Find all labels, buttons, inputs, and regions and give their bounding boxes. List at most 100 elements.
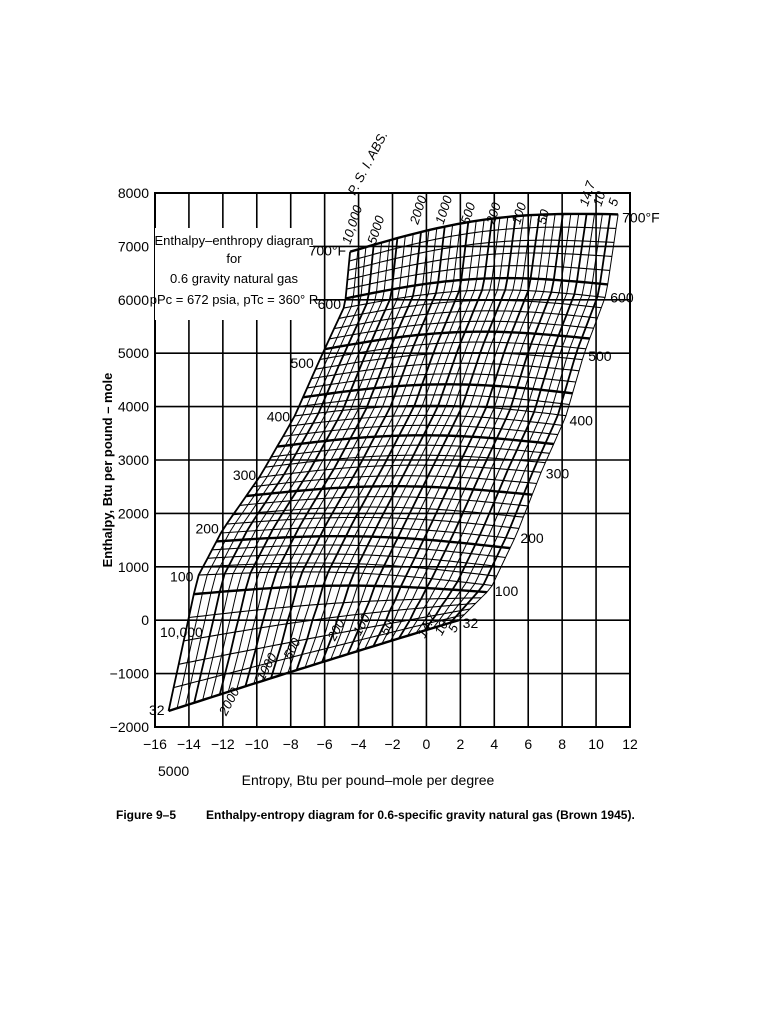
isobar-line: [407, 213, 572, 637]
isobar-line: [372, 214, 541, 647]
isotherm-label-left: 500: [290, 355, 314, 371]
isobar-line: [398, 213, 564, 639]
x-tick-label: −12: [211, 736, 235, 752]
y-tick-label: 5000: [118, 345, 149, 361]
x-tick-label: 4: [490, 736, 498, 752]
x-tick-label: −14: [177, 736, 201, 752]
isobar-line: [253, 230, 430, 684]
isotherm-label-right: 300: [546, 466, 570, 482]
isobar-line: [423, 213, 588, 632]
isobar-top-label: 10,000: [339, 203, 366, 246]
isotherm-label-right: 600: [610, 289, 634, 305]
isobar-line: [287, 223, 461, 673]
x-tick-label: −16: [143, 736, 167, 752]
isotherm-label-right: 500: [588, 348, 612, 364]
isobar-line: [313, 219, 485, 665]
isobar-top-label: 10: [590, 189, 609, 208]
x-tick-label: −6: [317, 736, 333, 752]
isobar-top-label: 1000: [432, 193, 455, 226]
isobar-line: [167, 251, 351, 712]
y-tick-label: −2000: [110, 719, 150, 735]
isobar-line: [185, 247, 367, 706]
left-edge-label-10000: 10,000: [160, 624, 203, 640]
isobar-line: [364, 215, 532, 650]
isobar-line: [449, 214, 612, 624]
isobar-line: [355, 215, 524, 652]
left-edge-label-5000: 5000: [158, 763, 189, 779]
inset-title-line-1: Enthalpy–enthropy diagram: [155, 233, 314, 248]
isobar-top-label: 200: [483, 200, 505, 227]
x-tick-label: −10: [245, 736, 269, 752]
x-axis-title: Entropy, Btu per pound–mole per degree: [242, 772, 495, 788]
y-tick-label: 7000: [118, 238, 149, 254]
isotherm-label-left: 400: [267, 408, 291, 424]
isobar-line: [441, 214, 603, 626]
y-tick-label: 2000: [118, 505, 149, 521]
y-tick-label: 1000: [118, 559, 149, 575]
figure-caption: Figure 9–5 Enthalpy-entropy diagram for 0…: [116, 808, 635, 822]
x-tick-label: 6: [524, 736, 532, 752]
isobar-line: [458, 214, 619, 621]
isobar-line: [236, 233, 414, 690]
isotherm-label-left: 100: [170, 568, 194, 584]
isotherm-label-left: 200: [195, 520, 219, 536]
isobar-line: [338, 216, 509, 657]
isobar-line: [279, 224, 454, 676]
isotherm-line: [198, 571, 493, 587]
isobar-line: [415, 213, 580, 634]
inset-title-line-2: for: [226, 251, 242, 266]
inset-title-line-3: 0.6 gravity natural gas: [170, 271, 298, 286]
isobar-line: [244, 231, 422, 687]
isotherm-label-right: 200: [520, 530, 544, 546]
x-tick-labels: −16 −14 −12 −10 −8 −6 −4 −2 0 2 4 6 8 10 12: [143, 736, 638, 752]
x-tick-label: 10: [588, 736, 604, 752]
x-tick-label: −2: [385, 736, 401, 752]
isobar-line: [321, 218, 493, 663]
y-tick-label: 8000: [118, 185, 149, 201]
y-tick-label: 6000: [118, 292, 149, 308]
isobar-line: [193, 244, 375, 704]
isotherm-label-left: 300: [233, 467, 257, 483]
isobar-top-label: 500: [457, 200, 478, 226]
isobar-line: [330, 217, 501, 660]
isobar-line: [295, 221, 470, 671]
isobar-line: [176, 249, 359, 709]
isobar-line: [432, 213, 595, 629]
isobar-top-label: 100: [508, 200, 529, 226]
figure-number: Figure 9–5: [116, 808, 177, 822]
isobar-line: [202, 242, 383, 701]
y-tick-label: 4000: [118, 399, 149, 415]
x-tick-label: 2: [456, 736, 464, 752]
isotherm-labels: 700°F 600 500 400 300 200 100 32 700°F 600 500 400 3…: [149, 209, 660, 718]
isotherm-label-left: 700°F: [309, 243, 347, 259]
isobar-line: [389, 214, 556, 642]
y-axis-title: Enthalpy, Btu per pound – mole: [100, 373, 115, 568]
x-tick-label: 8: [558, 736, 566, 752]
y-tick-label: 0: [141, 612, 149, 628]
isotherm-label-right: 100: [495, 583, 519, 599]
isobar-line: [381, 214, 548, 644]
inset-title-box: [155, 228, 313, 320]
isobar-line: [227, 235, 406, 692]
isobar-top-label: 50: [534, 207, 553, 226]
inset-title-line-4: pPc = 672 psia, pTc = 360° R: [150, 292, 319, 307]
isotherm-label-right: 32: [463, 615, 479, 631]
x-tick-label: 12: [622, 736, 638, 752]
isotherm-label-right: 400: [570, 412, 594, 428]
y-tick-label: 3000: [118, 452, 149, 468]
isobar-unit-label: P. S. I. ABS.: [344, 128, 390, 197]
isobar-line: [218, 238, 399, 695]
isobar-top-label: 5: [605, 196, 622, 208]
enthalpy-entropy-chart: 800070006000500040003000200010000−1000−2…: [100, 128, 660, 788]
isobar-line: [304, 220, 477, 668]
x-tick-label: 0: [423, 736, 431, 752]
x-tick-label: −8: [283, 736, 299, 752]
y-tick-label: −1000: [110, 666, 150, 682]
isotherm-label-left: 600: [318, 296, 342, 312]
isobar-line: [261, 228, 438, 682]
figure-caption-text: Enthalpy-entropy diagram for 0.6-specifi…: [206, 808, 635, 822]
y-tick-labels: 8000 7000 6000 5000 4000 3000 2000 1000 0 −1000 −2…: [110, 185, 150, 735]
isotherm-label-left: 32: [149, 702, 165, 718]
isobar-line: [346, 216, 517, 655]
